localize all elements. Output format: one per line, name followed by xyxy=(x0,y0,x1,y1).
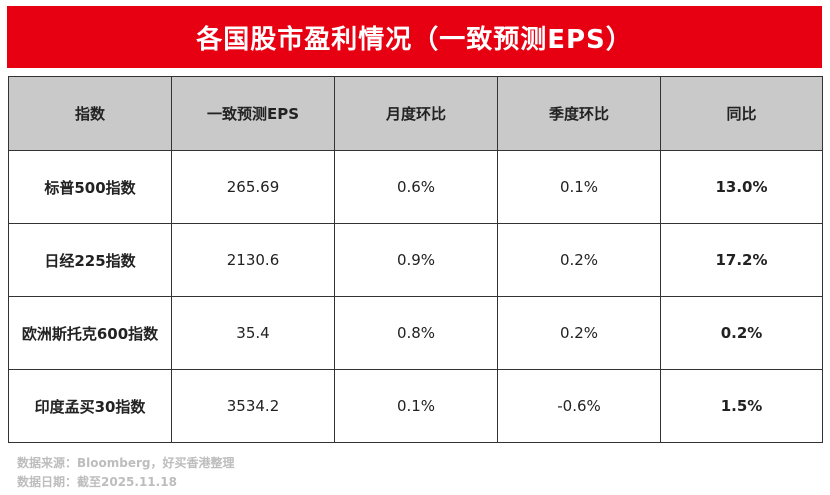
eps-value: 35.4 xyxy=(171,296,335,370)
mom-value: 0.8% xyxy=(334,296,498,370)
mom-value: 0.9% xyxy=(334,223,498,297)
table-row: 欧洲斯托克600指数 35.4 0.8% 0.2% 0.2% xyxy=(8,296,823,370)
mom-value: 0.1% xyxy=(334,369,498,443)
table-header-row: 指数 一致预测EPS 月度环比 季度环比 同比 xyxy=(8,76,823,151)
yoy-value: 0.2% xyxy=(660,296,823,370)
yoy-value: 1.5% xyxy=(660,369,823,443)
eps-table: 指数 一致预测EPS 月度环比 季度环比 同比 标普500指数 265.69 0… xyxy=(8,76,823,443)
index-name: 日经225指数 xyxy=(8,223,172,297)
eps-value: 3534.2 xyxy=(171,369,335,443)
index-name: 标普500指数 xyxy=(8,150,172,224)
mom-value: 0.6% xyxy=(334,150,498,224)
eps-value: 2130.6 xyxy=(171,223,335,297)
footer-notes: 数据来源：Bloomberg，好买香港整理 数据日期：截至2025.11.18 xyxy=(17,454,235,492)
qoq-value: 0.1% xyxy=(497,150,661,224)
table-row: 标普500指数 265.69 0.6% 0.1% 13.0% xyxy=(8,150,823,224)
index-name: 印度孟买30指数 xyxy=(8,369,172,443)
header-yoy: 同比 xyxy=(660,76,823,151)
table-row: 印度孟买30指数 3534.2 0.1% -0.6% 1.5% xyxy=(8,369,823,443)
yoy-value: 13.0% xyxy=(660,150,823,224)
title-banner: 各国股市盈利情况（一致预测EPS） xyxy=(7,6,822,68)
table-row: 日经225指数 2130.6 0.9% 0.2% 17.2% xyxy=(8,223,823,297)
header-index: 指数 xyxy=(8,76,172,151)
qoq-value: -0.6% xyxy=(497,369,661,443)
qoq-value: 0.2% xyxy=(497,223,661,297)
header-mom: 月度环比 xyxy=(334,76,498,151)
data-date-note: 数据日期：截至2025.11.18 xyxy=(17,475,177,489)
eps-value: 265.69 xyxy=(171,150,335,224)
header-eps: 一致预测EPS xyxy=(171,76,335,151)
header-qoq: 季度环比 xyxy=(497,76,661,151)
index-name: 欧洲斯托克600指数 xyxy=(8,296,172,370)
yoy-value: 17.2% xyxy=(660,223,823,297)
data-source-note: 数据来源：Bloomberg，好买香港整理 xyxy=(17,456,235,470)
page-title: 各国股市盈利情况（一致预测EPS） xyxy=(196,24,633,55)
qoq-value: 0.2% xyxy=(497,296,661,370)
